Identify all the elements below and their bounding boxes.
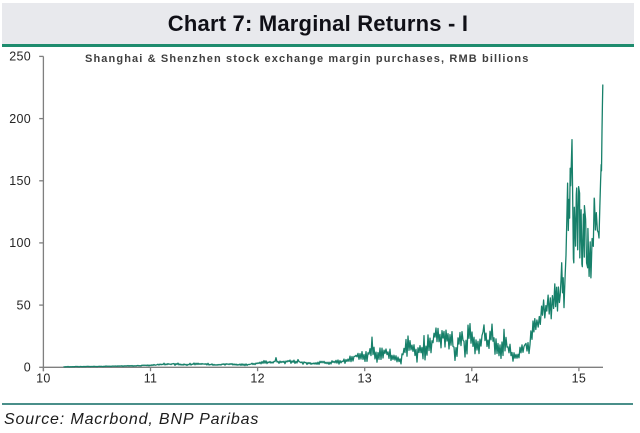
svg-text:15: 15 <box>572 372 587 386</box>
svg-text:13: 13 <box>357 372 372 386</box>
svg-text:0: 0 <box>24 361 31 375</box>
svg-text:10: 10 <box>36 372 51 386</box>
svg-text:11: 11 <box>144 372 158 386</box>
svg-text:200: 200 <box>9 112 31 126</box>
svg-text:250: 250 <box>9 50 31 64</box>
svg-text:12: 12 <box>250 372 265 386</box>
svg-text:150: 150 <box>9 174 31 188</box>
svg-text:50: 50 <box>16 298 31 312</box>
svg-text:100: 100 <box>9 236 31 250</box>
svg-text:14: 14 <box>465 372 480 386</box>
